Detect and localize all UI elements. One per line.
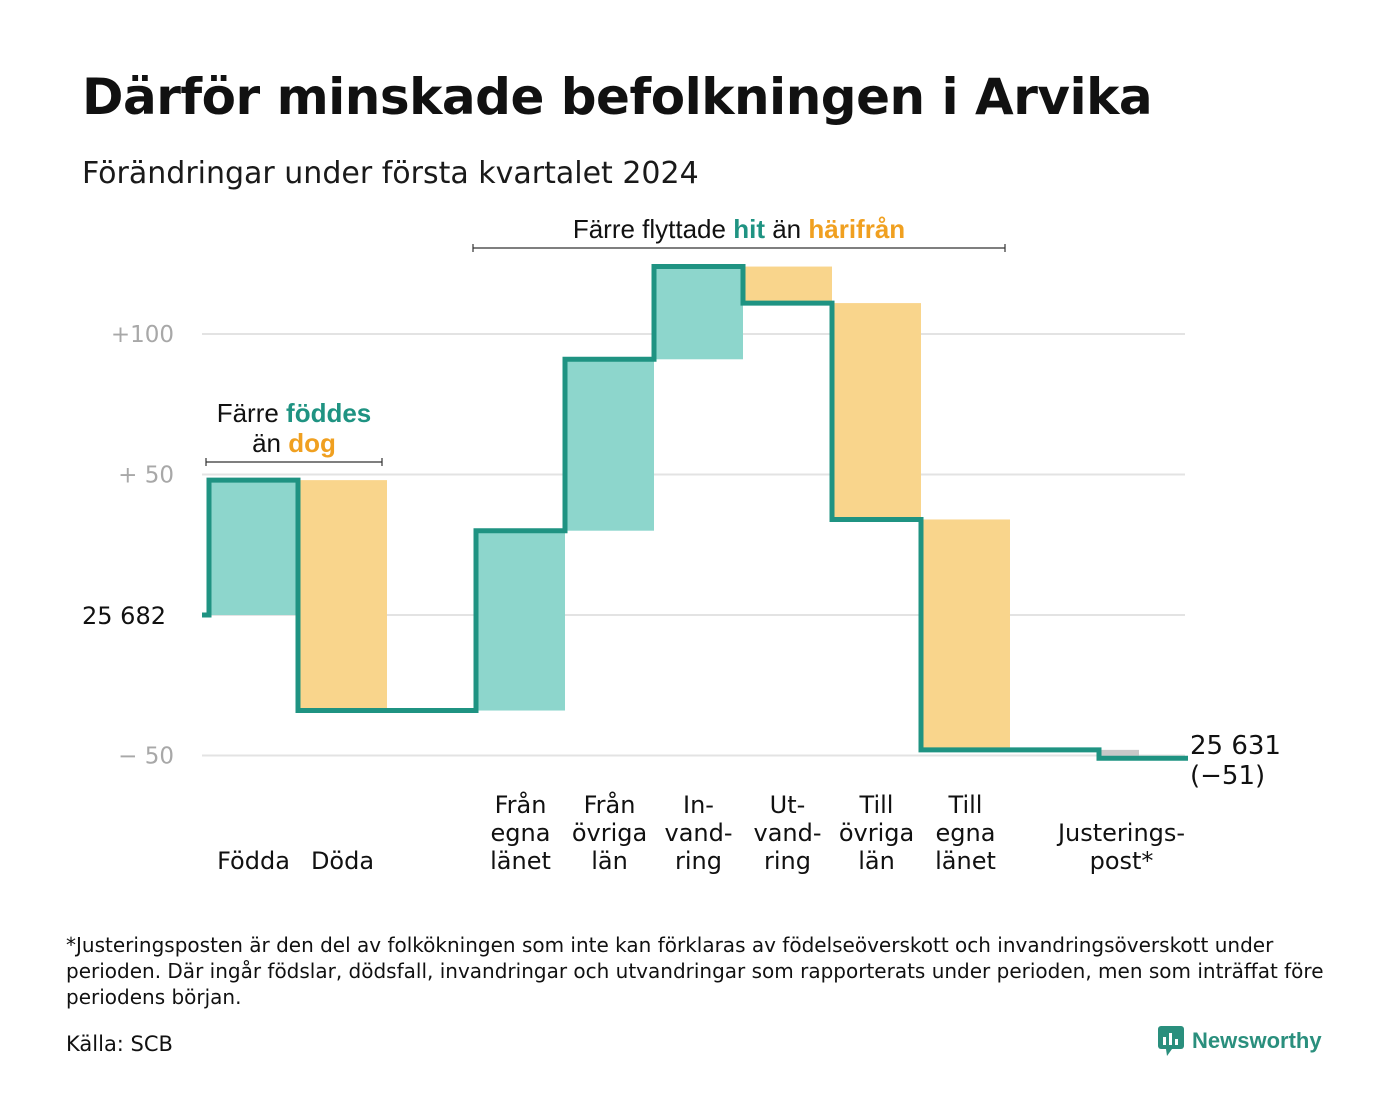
annotation-segment: föddes bbox=[286, 398, 371, 428]
cumulative-step-line bbox=[202, 264, 1188, 761]
newsworthy-logo: Newsworthy bbox=[1158, 1026, 1322, 1056]
category-label: länet bbox=[490, 847, 551, 875]
category-label: Födda bbox=[217, 847, 290, 875]
category-label: vand- bbox=[664, 819, 732, 847]
bar bbox=[298, 480, 387, 711]
annotation-text: Färre föddes bbox=[217, 398, 372, 428]
annotation-text: Färre flyttade hit än härifrån bbox=[573, 214, 905, 244]
category-label: Från bbox=[495, 790, 547, 819]
source-label: Källa: SCB bbox=[66, 1032, 173, 1056]
bar bbox=[654, 266, 743, 360]
category-label: egna bbox=[936, 819, 996, 847]
y-tick-label: − 50 bbox=[118, 744, 174, 770]
brand-name: Newsworthy bbox=[1192, 1028, 1322, 1053]
y-tick-label: +100 bbox=[111, 322, 174, 348]
category-label: Ut- bbox=[770, 791, 806, 819]
category-label: Till bbox=[859, 791, 894, 819]
category-label: Döda bbox=[311, 847, 374, 875]
category-label: övriga bbox=[572, 819, 647, 847]
bar bbox=[832, 303, 921, 520]
bar bbox=[565, 359, 654, 531]
chart-title: Därför minskade befolkningen i Arvika bbox=[82, 68, 1153, 126]
end-value-label: 25 631 bbox=[1190, 731, 1281, 761]
category-label: In- bbox=[683, 791, 714, 819]
category-label: Till bbox=[948, 791, 983, 819]
category-label: övriga bbox=[839, 819, 914, 847]
category-label: Från bbox=[584, 790, 636, 819]
annotation-segment: härifrån bbox=[808, 214, 905, 244]
category-label: länet bbox=[935, 847, 996, 875]
category-label: ring bbox=[675, 847, 722, 875]
y-tick-label: + 50 bbox=[118, 463, 174, 489]
category-label: ring bbox=[764, 847, 811, 875]
category-label: vand- bbox=[753, 819, 821, 847]
annotation-segment: dog bbox=[288, 428, 336, 458]
bar bbox=[1099, 749, 1139, 759]
annotation-segment: Färre bbox=[217, 398, 286, 428]
annotation-segment: Färre flyttade bbox=[573, 214, 733, 244]
bar bbox=[921, 519, 1010, 750]
category-label: län bbox=[591, 847, 628, 875]
category-label: län bbox=[858, 847, 895, 875]
annotation-text: än dog bbox=[252, 428, 336, 458]
start-value-label: 25 682 bbox=[82, 602, 166, 630]
chart-subtitle: Förändringar under första kvartalet 2024 bbox=[82, 156, 699, 191]
category-label: post* bbox=[1090, 847, 1154, 875]
end-change-label: (−51) bbox=[1190, 761, 1265, 791]
category-label: egna bbox=[491, 819, 551, 847]
footnote: *Justeringsposten är den del av folkökni… bbox=[66, 933, 1324, 1009]
annotation-segment: än bbox=[765, 214, 808, 244]
annotation-segment: hit bbox=[733, 214, 765, 244]
newsworthy-logo-icon bbox=[1158, 1026, 1184, 1056]
bar bbox=[209, 480, 298, 615]
annotation-segment: än bbox=[252, 428, 288, 458]
bar bbox=[743, 266, 832, 304]
category-label: Justerings- bbox=[1056, 819, 1185, 847]
bar bbox=[476, 530, 565, 711]
